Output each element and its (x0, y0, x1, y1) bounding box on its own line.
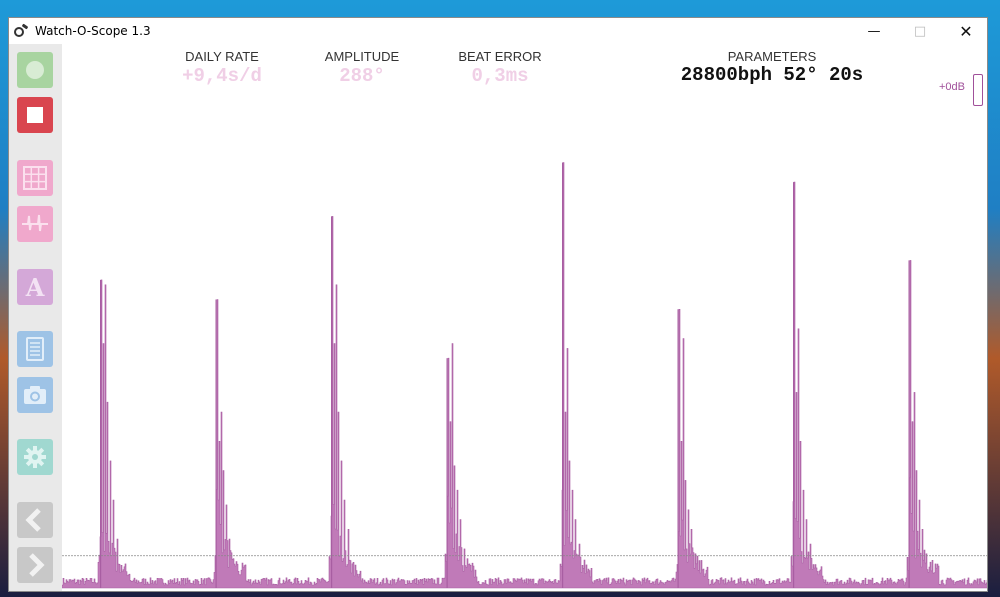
beat-error-metric: BEAT ERROR 0,3ms (440, 49, 560, 87)
screenshot-button[interactable] (17, 377, 53, 413)
tick-peak-3 (331, 216, 333, 589)
waveform-icon (17, 206, 53, 242)
stop-square-icon (17, 97, 53, 133)
parameters-metric: PARAMETERS 28800bph 52° 20s (662, 49, 882, 86)
toolbar-sidebar: A (9, 44, 62, 591)
chevron-right-icon (17, 547, 53, 583)
beat-error-label: BEAT ERROR (458, 49, 542, 64)
minimize-button[interactable]: — (867, 23, 881, 39)
waveform-chart (62, 162, 987, 589)
maximize-button[interactable]: □ (913, 23, 927, 39)
close-button[interactable]: ✕ (959, 21, 973, 41)
circle-icon (17, 52, 53, 88)
daily-rate-label: DAILY RATE (185, 49, 259, 64)
settings-button[interactable] (17, 439, 53, 475)
parameters-label: PARAMETERS (727, 49, 817, 64)
waveform-trace (62, 162, 987, 589)
letter-a-icon: A (17, 269, 53, 305)
gear-icon (17, 439, 53, 475)
window-title: Watch-O-Scope 1.3 (35, 24, 151, 38)
tick-peak-2 (215, 299, 217, 588)
camera-icon (17, 377, 53, 413)
grid-view-button[interactable] (17, 160, 53, 196)
grid-icon (17, 160, 53, 196)
tick-peak-1 (100, 279, 102, 588)
amplitude-letter: A (25, 273, 45, 302)
tick-peak-5 (562, 162, 564, 588)
waveform-plot: DAILY RATE +9,4s/d AMPLITUDE 288° BEAT E… (62, 44, 987, 591)
tick-peak-6 (677, 309, 679, 588)
app-window: Watch-O-Scope 1.3 — □ ✕ (8, 17, 988, 592)
document-icon (17, 331, 53, 367)
title-bar[interactable]: Watch-O-Scope 1.3 — □ ✕ (9, 18, 987, 44)
amplitude-value: 288° (339, 65, 385, 87)
watch-o-scope-app-icon (14, 23, 28, 37)
amplitude-label: AMPLITUDE (324, 49, 400, 64)
tick-peak-7 (793, 182, 795, 588)
record-button[interactable] (17, 52, 53, 88)
beat-error-value: 0,3ms (471, 65, 529, 87)
stop-button[interactable] (17, 97, 53, 133)
amplitude-metric: AMPLITUDE 288° (307, 49, 417, 87)
daily-rate-metric: DAILY RATE +9,4s/d (162, 49, 282, 87)
parameters-value: 28800bph 52° 20s (680, 64, 864, 86)
next-button[interactable] (17, 547, 53, 583)
tick-peak-8 (908, 260, 910, 588)
gain-label: +0dB (939, 81, 965, 93)
tick-peak-4 (446, 358, 448, 588)
report-button[interactable] (17, 331, 53, 367)
previous-button[interactable] (17, 502, 53, 538)
daily-rate-value: +9,4s/d (182, 65, 262, 87)
gain-meter[interactable] (973, 74, 983, 106)
amplitude-button[interactable]: A (17, 269, 53, 305)
waveform-view-button[interactable] (17, 206, 53, 242)
chevron-left-icon (17, 502, 53, 538)
